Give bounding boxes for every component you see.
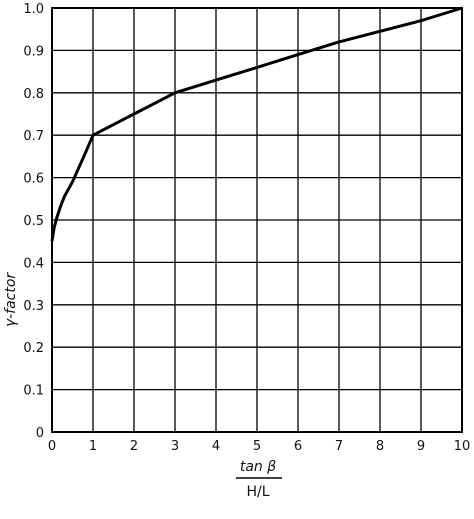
y-tick-labels: 0 0.1 0.2 0.3 0.4 0.5 0.6 0.7 0.8 0.9 1.0 xyxy=(23,2,44,441)
plot-frame xyxy=(51,7,463,433)
x-tick-label: 5 xyxy=(253,439,261,454)
y-tick-label: 0.4 xyxy=(23,256,44,271)
x-axis-label-denominator: H/L xyxy=(246,484,269,500)
y-tick-label: 0.8 xyxy=(23,87,44,102)
y-tick-label: 0.6 xyxy=(23,172,44,187)
y-tick-label: 0.5 xyxy=(23,214,44,229)
x-tick-label: 7 xyxy=(335,439,343,454)
x-tick-label: 6 xyxy=(294,439,302,454)
x-tick-label: 9 xyxy=(417,439,425,454)
x-tick-label: 4 xyxy=(212,439,220,454)
y-tick-label: 0.9 xyxy=(23,44,44,59)
grid xyxy=(51,7,463,433)
x-tick-label: 1 xyxy=(89,439,97,454)
y-tick-label: 0.2 xyxy=(23,341,44,356)
y-tick-label: 0 xyxy=(36,426,44,441)
y-tick-label: 1.0 xyxy=(23,2,44,17)
x-tick-labels: 0 1 2 3 4 5 6 7 8 9 10 xyxy=(48,439,470,454)
y-tick-label: 0.3 xyxy=(23,299,44,314)
x-tick-label: 3 xyxy=(171,439,179,454)
y-tick-label: 0.7 xyxy=(23,129,44,144)
x-tick-label: 0 xyxy=(48,439,56,454)
series-line xyxy=(50,6,463,242)
x-axis-label-numerator: tan β xyxy=(240,459,276,475)
x-tick-label: 8 xyxy=(376,439,384,454)
x-tick-label: 10 xyxy=(454,439,471,454)
x-tick-label: 2 xyxy=(130,439,138,454)
y-axis-label: γ-factor xyxy=(3,272,19,328)
y-tick-label: 0.1 xyxy=(23,384,44,399)
